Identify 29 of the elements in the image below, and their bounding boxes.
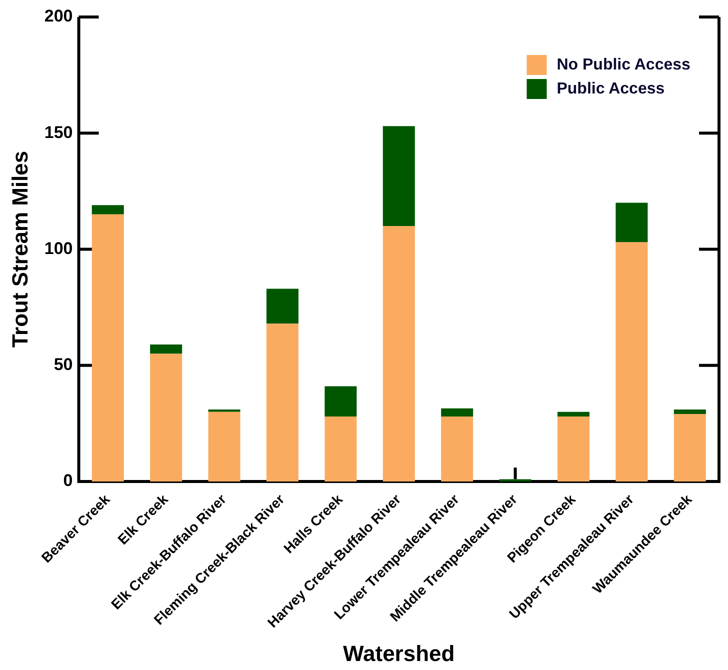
y-tick-label: 100 <box>44 238 73 258</box>
bar <box>557 416 590 482</box>
y-tick-label: 0 <box>63 471 73 490</box>
y-tick-label: 200 <box>44 6 73 26</box>
bar <box>208 412 240 482</box>
y-axis-title: Trout Stream Miles <box>7 150 32 348</box>
bar <box>324 416 357 482</box>
y-tick-label: 50 <box>54 355 73 374</box>
bar <box>382 126 415 226</box>
bar <box>499 479 532 482</box>
bar <box>266 324 298 482</box>
bar <box>557 412 590 416</box>
bar <box>674 410 706 414</box>
legend-label: Public Access <box>556 80 665 98</box>
bar <box>150 344 182 354</box>
bar <box>674 414 706 482</box>
bar <box>616 202 648 242</box>
bar <box>266 288 298 324</box>
bar <box>92 214 124 482</box>
bar <box>92 205 124 214</box>
legend-label: No Public Access <box>556 56 691 74</box>
y-tick-label: 150 <box>44 122 73 142</box>
bar <box>150 354 182 482</box>
bar <box>441 416 474 482</box>
bar <box>382 226 415 482</box>
x-axis-title: Watershed <box>343 640 455 666</box>
bar <box>441 408 474 416</box>
bar <box>324 386 357 416</box>
bar <box>616 242 648 482</box>
